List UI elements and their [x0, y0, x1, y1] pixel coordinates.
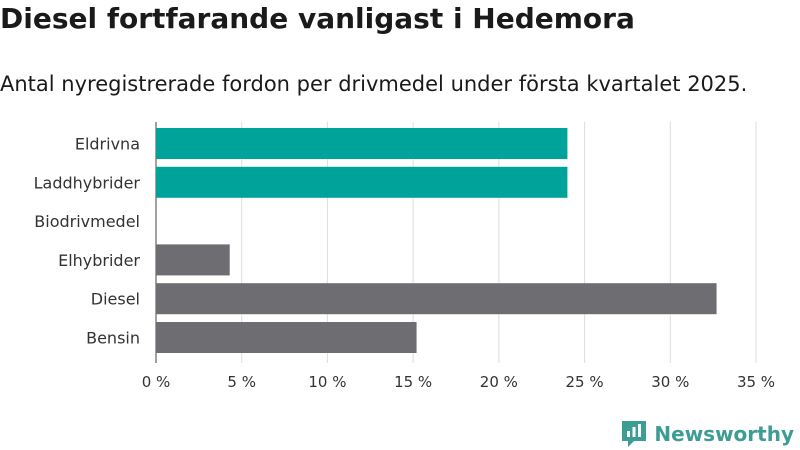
x-tick-label: 35 % — [737, 373, 775, 391]
bar-laddhybrider — [156, 166, 568, 198]
grid-lines — [155, 122, 757, 363]
newsworthy-logo-icon — [622, 421, 647, 447]
category-label-bensin: Bensin — [86, 329, 140, 348]
chart-title: Diesel fortfarande vanligast i Hedemora — [0, 2, 635, 35]
x-tick-label: 5 % — [227, 373, 256, 391]
category-labels: Eldrivna Laddhybrider Biodrivmedel Elhybrid… — [34, 135, 141, 348]
x-tick-label: 10 % — [308, 373, 346, 391]
x-tick-labels: 0 % 5 % 10 % 15 % 20 % 25 % 30 % 35 % — [142, 373, 775, 391]
x-tick-label: 25 % — [566, 373, 604, 391]
category-label-elhybrider: Elhybrider — [58, 251, 140, 270]
bar-chart: Eldrivna Laddhybrider Biodrivmedel Elhybrid… — [34, 122, 775, 391]
x-tick-label: 20 % — [480, 373, 518, 391]
category-label-biodrivmedel: Biodrivmedel — [34, 212, 140, 231]
category-label-laddhybrider: Laddhybrider — [34, 173, 141, 192]
x-tick-label: 30 % — [651, 373, 689, 391]
bar-elhybrider — [156, 244, 230, 276]
brand-name: Newsworthy — [654, 422, 794, 446]
bar-eldrivna — [156, 128, 568, 159]
category-label-diesel: Diesel — [91, 290, 140, 309]
newsworthy-logo: Newsworthy — [620, 419, 794, 449]
category-label-eldrivna: Eldrivna — [75, 135, 140, 154]
bar-diesel — [156, 283, 717, 315]
chart-subtitle: Antal nyregistrerade fordon per drivmede… — [0, 72, 748, 96]
x-tick-label: 15 % — [394, 373, 432, 391]
bar-bensin — [156, 322, 417, 353]
x-tick-label: 0 % — [142, 373, 171, 391]
bars — [156, 128, 717, 353]
